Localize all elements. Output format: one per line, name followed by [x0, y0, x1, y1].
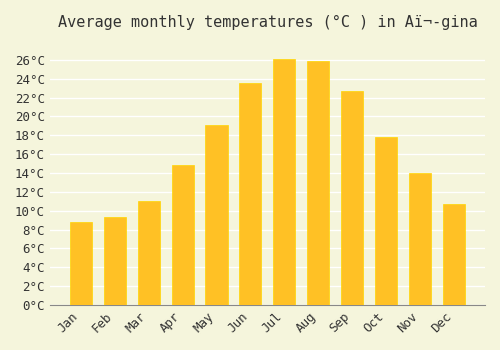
Bar — [274, 59, 295, 305]
Bar — [104, 217, 126, 305]
Bar — [342, 91, 363, 305]
Bar — [138, 201, 160, 305]
Bar — [308, 61, 330, 305]
Bar — [206, 125, 228, 305]
Bar — [240, 83, 262, 305]
Bar — [375, 137, 398, 305]
Bar — [443, 204, 465, 305]
Bar — [409, 173, 432, 305]
Bar — [70, 222, 92, 305]
Title: Average monthly temperatures (°C ) in Aï¬­gina: Average monthly temperatures (°C ) in Aï… — [58, 15, 478, 30]
Bar — [172, 166, 194, 305]
